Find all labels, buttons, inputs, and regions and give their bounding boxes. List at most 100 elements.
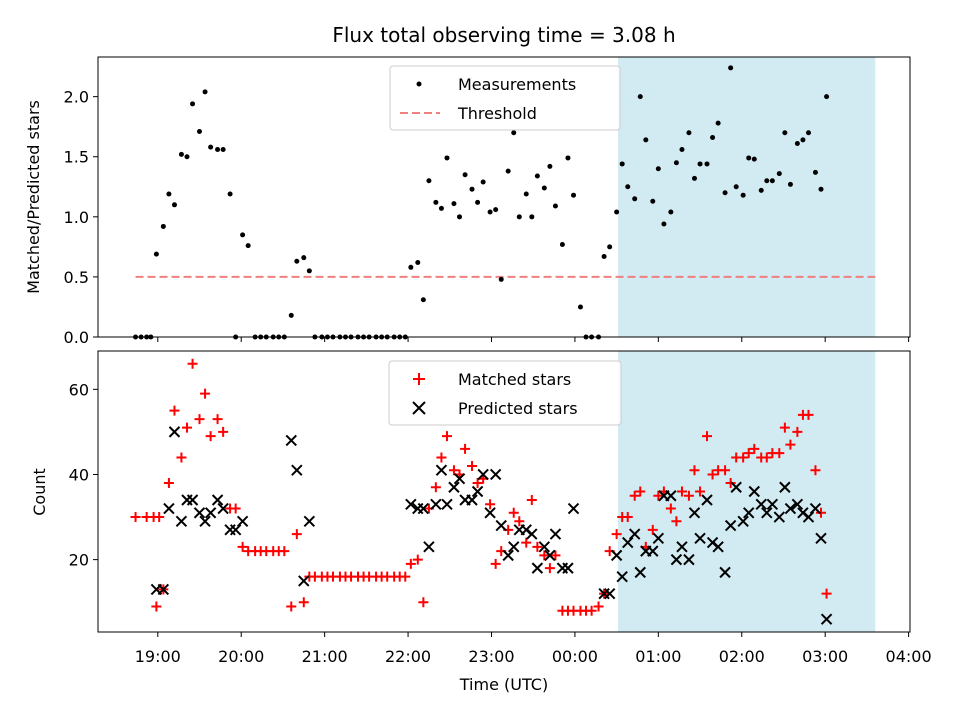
matched-star-point [544, 563, 555, 574]
measurement-point [426, 178, 432, 184]
matched-star-point [720, 465, 731, 476]
measurements-layer [133, 65, 830, 340]
matched-star-point [176, 452, 187, 463]
matched-star-point [485, 499, 496, 510]
bottom-panel: 20 40 60 19:00 20:00 21:00 22:00 23:00 00:00 01:… [30, 350, 932, 694]
measurement-point [227, 191, 233, 197]
matched-star-point [785, 439, 796, 450]
measurement-point [812, 169, 818, 175]
measurement-point [637, 94, 643, 100]
bottom-y-axis-label: Count [30, 468, 49, 516]
measurement-point [505, 168, 511, 174]
matched-star-point [550, 550, 561, 561]
predicted-star-point [157, 583, 170, 596]
predicted-stars-layer [150, 426, 833, 625]
predicted-star-point [448, 481, 460, 493]
measurement-point [601, 253, 607, 259]
predicted-star-point [204, 507, 217, 519]
measurement-point [451, 201, 457, 207]
measurement-point [306, 268, 312, 274]
matched-star-point [508, 507, 519, 518]
measurement-point [710, 135, 716, 141]
measurement-point [655, 166, 661, 172]
measurement-point [818, 186, 824, 192]
matched-star-point [821, 588, 832, 599]
matched-star-point [237, 541, 248, 552]
predicted-star-point [616, 570, 628, 583]
y-tick-label-top: 0.0 [64, 328, 89, 347]
matched-star-point [286, 601, 297, 612]
measurement-point [794, 141, 800, 147]
matched-star-point [586, 605, 597, 616]
top-legend-box [389, 65, 621, 131]
predicted-star-point [423, 541, 435, 553]
bottom-axes-frame [97, 350, 911, 633]
measurement-point [288, 312, 294, 318]
measurement-point [697, 161, 703, 167]
measurement-point [160, 223, 166, 229]
measurement-point [661, 221, 667, 227]
measurement-point [619, 161, 625, 167]
predicted-star-point [466, 494, 478, 506]
predicted-star-point [199, 515, 211, 528]
measurement-point [787, 181, 793, 187]
measurement-point [565, 155, 571, 161]
shaded-region-top [618, 57, 876, 337]
predicted-star-point [737, 515, 749, 528]
measurement-point [493, 207, 499, 213]
matched-star-point [200, 388, 211, 399]
predicted-star-point [628, 528, 641, 540]
predicted-star-point [743, 507, 755, 519]
measurement-point [511, 130, 517, 136]
predicted-star-point [430, 498, 442, 510]
predicted-star-point [820, 613, 833, 625]
measurement-point [782, 130, 788, 136]
measurement-point [444, 155, 450, 161]
matched-star-point [707, 469, 718, 480]
predicted-star-point [217, 502, 229, 515]
predicted-star-point [712, 541, 724, 553]
measurement-point [523, 191, 529, 197]
matched-star-point [539, 550, 550, 561]
measurement-point [166, 191, 172, 197]
matched-star-point [490, 558, 501, 569]
measurement-point [547, 163, 553, 169]
matched-star-point [810, 465, 821, 476]
matched-star-point [218, 426, 229, 437]
matched-star-point [441, 431, 452, 442]
matched-star-point [154, 512, 165, 523]
predicted-star-point [549, 528, 562, 540]
predicted-star-point [484, 507, 496, 519]
matched-star-point [418, 597, 429, 608]
x-tick-label: 22:00 [385, 647, 431, 666]
matched-star-point [151, 601, 162, 612]
matched-star-point [212, 414, 223, 425]
measurement-point [650, 198, 656, 204]
y-ticks-top: 0.0 0.5 1.0 1.5 2.0 [64, 88, 98, 347]
matched-star-point [430, 482, 441, 493]
predicted-star-point [508, 541, 520, 553]
predicted-star-point [652, 532, 665, 545]
legend-predicted-label: Predicted stars [458, 399, 578, 418]
matched-star-point [593, 601, 604, 612]
matched-star-point [774, 448, 785, 459]
shaded-region-bottom [618, 351, 876, 632]
matched-stars-layer [130, 358, 832, 616]
measurement-point [190, 101, 196, 107]
predicted-star-point [748, 485, 760, 498]
predicted-star-point [779, 481, 791, 493]
x-tick-label: 23:00 [468, 647, 514, 666]
measurement-point [607, 244, 613, 250]
measurement-point [433, 199, 439, 205]
predicted-star-point [502, 549, 514, 562]
measurement-point [704, 161, 710, 167]
measurement-point [534, 173, 540, 179]
measurement-point [769, 178, 775, 184]
matched-star-point [532, 541, 543, 552]
predicted-star-point [610, 549, 623, 562]
y-tick-label-top: 2.0 [64, 88, 89, 107]
y-ticks-bottom: 20 40 60 [69, 380, 98, 570]
measurement-point [800, 137, 806, 143]
measurement-point [571, 192, 577, 198]
chart-title: Flux total observing time = 3.08 h [332, 23, 675, 47]
